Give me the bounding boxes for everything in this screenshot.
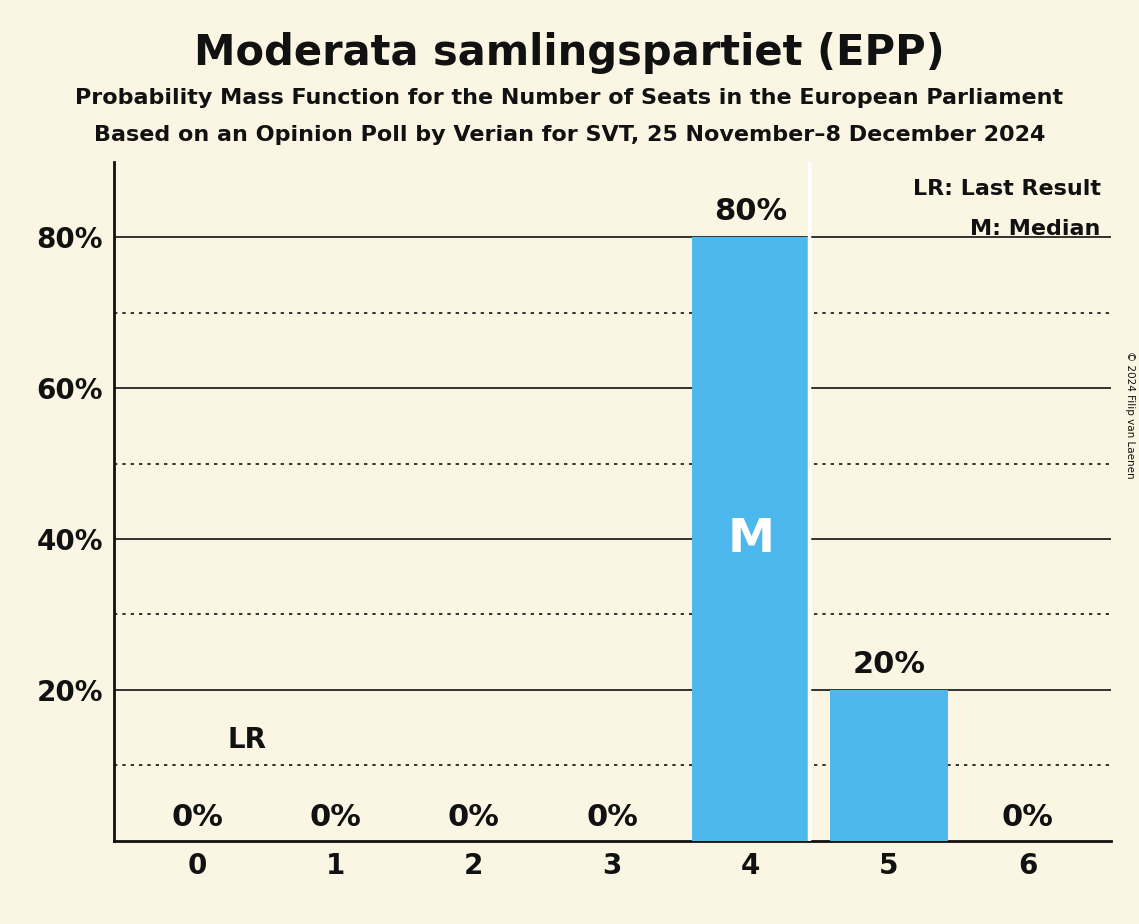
Text: LR: LR <box>228 726 267 754</box>
Text: M: Median: M: Median <box>970 219 1100 239</box>
Text: © 2024 Filip van Laenen: © 2024 Filip van Laenen <box>1125 351 1134 479</box>
Text: Moderata samlingspartiet (EPP): Moderata samlingspartiet (EPP) <box>194 32 945 74</box>
Text: 0%: 0% <box>1001 803 1054 832</box>
Text: LR: Last Result: LR: Last Result <box>912 178 1100 199</box>
Text: 0%: 0% <box>310 803 361 832</box>
Bar <box>691 237 810 841</box>
Text: 20%: 20% <box>853 650 926 678</box>
Bar <box>830 690 948 841</box>
Text: 80%: 80% <box>714 197 787 225</box>
Text: 0%: 0% <box>171 803 223 832</box>
Text: 0%: 0% <box>448 803 500 832</box>
Text: Probability Mass Function for the Number of Seats in the European Parliament: Probability Mass Function for the Number… <box>75 88 1064 108</box>
Text: Based on an Opinion Poll by Verian for SVT, 25 November–8 December 2024: Based on an Opinion Poll by Verian for S… <box>93 125 1046 145</box>
Text: M: M <box>727 517 775 562</box>
Text: 0%: 0% <box>587 803 638 832</box>
